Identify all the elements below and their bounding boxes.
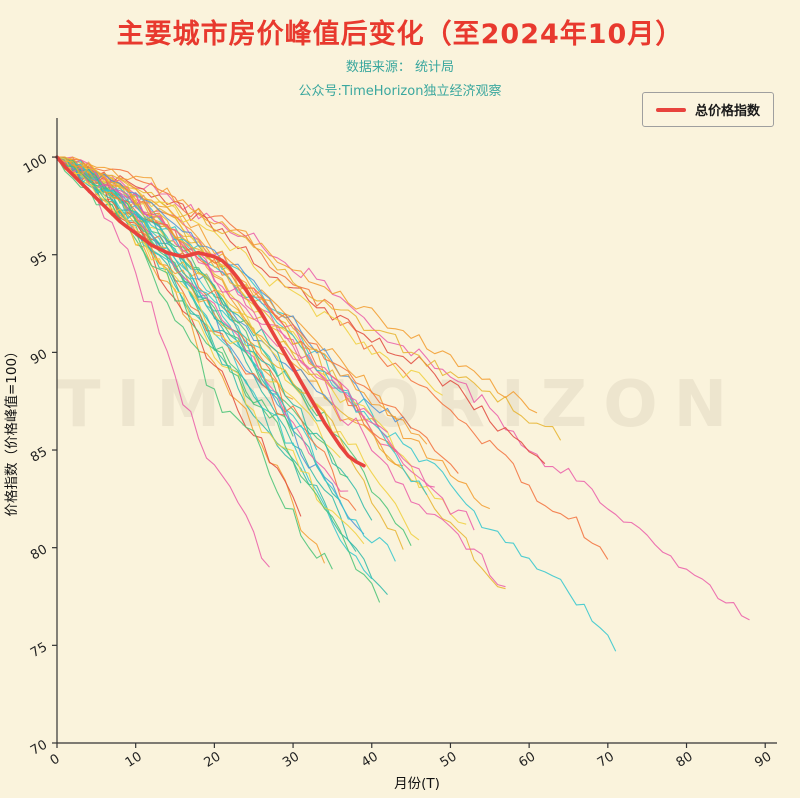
svg-text:40: 40 <box>359 749 381 770</box>
svg-text:90: 90 <box>752 749 774 770</box>
svg-text:80: 80 <box>28 542 50 563</box>
svg-text:50: 50 <box>438 749 460 770</box>
chart-title: 主要城市房价峰值后变化（至2024年10月） <box>116 19 684 50</box>
svg-text:20: 20 <box>202 749 224 770</box>
data-source-subtitle: 数据来源： 统计局 <box>345 60 455 75</box>
svg-text:80: 80 <box>674 749 696 770</box>
wechat-account-subtitle: 公众号:TimeHorizon独立经济观察 <box>298 84 502 99</box>
svg-text:85: 85 <box>28 445 50 466</box>
svg-text:60: 60 <box>516 749 538 770</box>
svg-text:30: 30 <box>280 749 302 770</box>
svg-text:0: 0 <box>48 751 63 768</box>
svg-text:100: 100 <box>21 152 50 177</box>
legend[interactable]: 总价格指数 <box>641 92 774 127</box>
svg-text:价格指数（价格峰值=100）: 价格指数（价格峰值=100） <box>4 344 20 516</box>
svg-text:70: 70 <box>595 749 617 770</box>
svg-text:月份(T): 月份(T) <box>394 776 440 792</box>
legend-line-swatch <box>655 107 686 112</box>
legend-label: 总价格指数 <box>694 104 760 119</box>
svg-text:90: 90 <box>28 347 50 368</box>
svg-text:95: 95 <box>28 249 50 270</box>
svg-text:10: 10 <box>123 749 145 770</box>
svg-text:75: 75 <box>28 640 50 661</box>
svg-text:70: 70 <box>28 737 50 758</box>
line-chart: 0 10 20 30 40 50 60 70 80 90 70 75 80 85 90 95 100 月份(T) 价… <box>4 118 777 792</box>
